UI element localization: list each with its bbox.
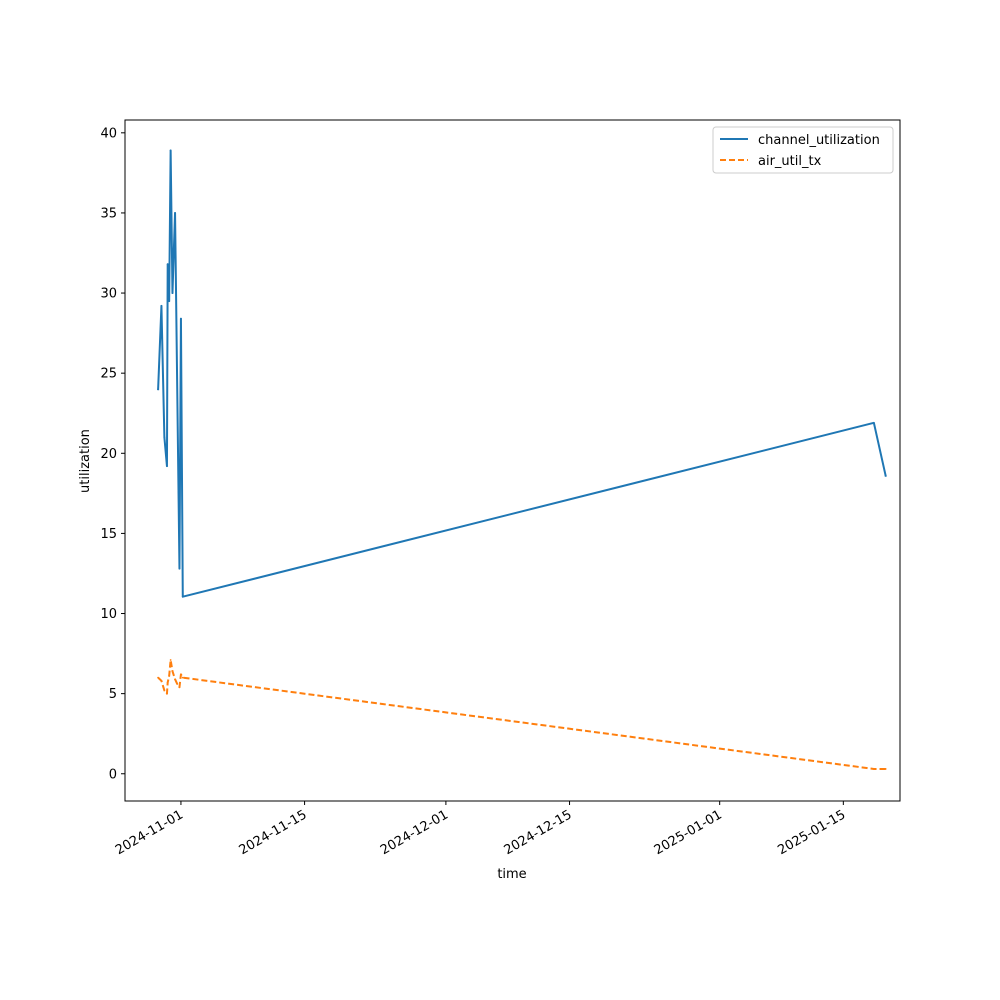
y-axis-title: utilization [78, 429, 93, 493]
legend-box [712, 126, 894, 174]
data-point-channel-utilization [180, 317, 182, 320]
data-point-channel-utilization [157, 388, 160, 391]
legend-label-air-util-tx: air_util_tx [758, 154, 822, 169]
data-point-air-util-tx [166, 692, 168, 695]
data-point-air-util-tx [174, 678, 176, 681]
series-line-channel-utilization [157, 149, 887, 598]
y-tick-label: 10 [100, 607, 117, 622]
data-point-channel-utilization [160, 304, 163, 307]
data-point-air-util-tx [178, 686, 181, 689]
y-tick-label: 25 [100, 367, 117, 382]
data-point-air-util-tx [884, 768, 887, 770]
data-point-channel-utilization [872, 421, 875, 424]
data-point-air-util-tx [872, 768, 875, 770]
data-point-air-util-tx [168, 675, 171, 677]
y-tick-label: 30 [100, 287, 117, 302]
data-point-channel-utilization [169, 149, 172, 152]
data-point-channel-utilization [166, 263, 169, 266]
data-point-air-util-tx [180, 673, 182, 676]
data-point-air-util-tx [166, 681, 169, 684]
data-point-channel-utilization [171, 292, 174, 294]
y-tick-label: 0 [109, 767, 117, 782]
data-point-air-util-tx [160, 679, 163, 682]
plot-frame [124, 119, 901, 802]
data-point-air-util-tx [163, 689, 166, 692]
data-point-channel-utilization [178, 567, 181, 570]
data-point-air-util-tx [157, 676, 160, 679]
y-tick-label: 40 [100, 126, 117, 141]
legend: channel_utilization air_util_tx [712, 126, 894, 174]
data-point-air-util-tx [181, 676, 184, 679]
data-point-channel-utilization [163, 436, 166, 439]
data-point-air-util-tx [169, 659, 172, 661]
legend-label-channel-utilization: channel_utilization [758, 133, 880, 148]
x-axis-title: time [497, 867, 526, 882]
data-point-channel-utilization [884, 474, 887, 477]
data-point-channel-utilization [181, 595, 184, 598]
y-axis-ticks: 0 5 10 15 20 25 30 35 40 [100, 126, 125, 782]
y-tick-label: 20 [100, 447, 117, 462]
y-tick-label: 35 [100, 206, 117, 221]
data-point-air-util-tx [171, 670, 174, 673]
y-tick-label: 5 [109, 687, 117, 702]
data-point-air-util-tx [176, 683, 179, 685]
y-tick-label: 15 [100, 527, 117, 542]
data-point-channel-utilization [166, 465, 168, 468]
series-layer [157, 149, 887, 770]
data-point-channel-utilization [174, 212, 176, 214]
data-point-channel-utilization [168, 300, 171, 302]
